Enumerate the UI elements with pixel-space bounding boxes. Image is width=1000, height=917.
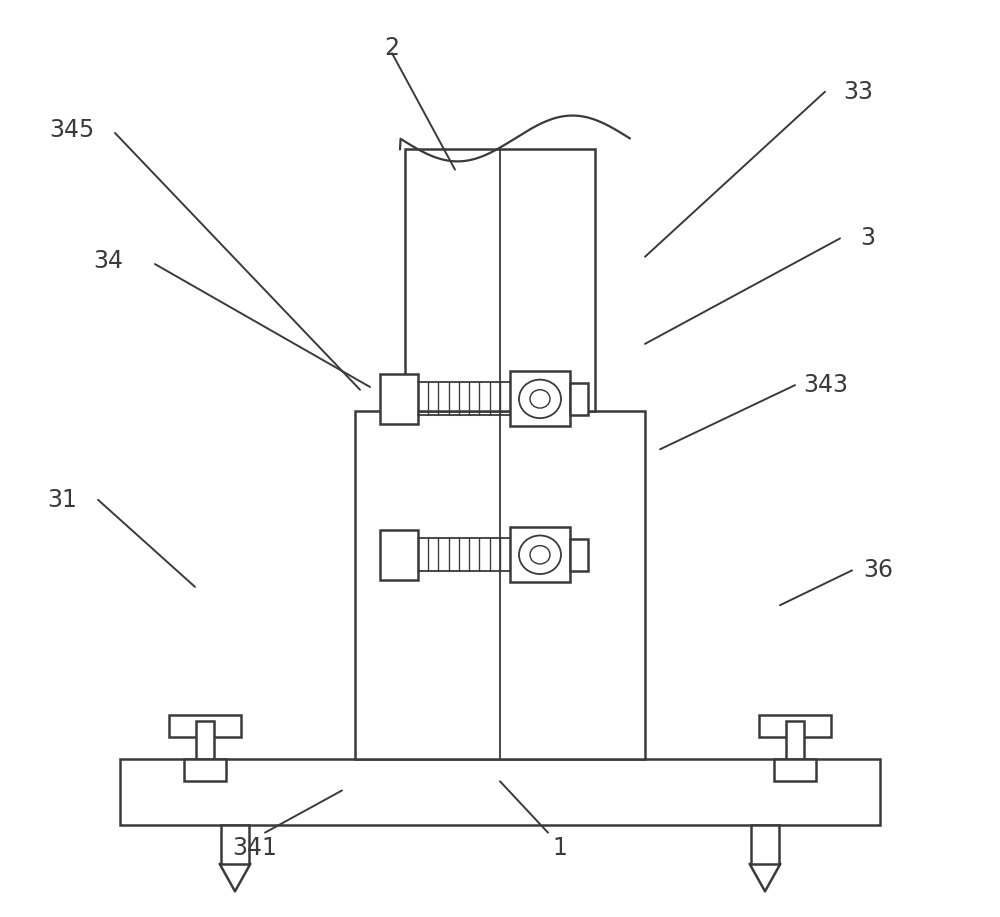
Bar [570, 539, 588, 570]
Text: 31: 31 [47, 488, 77, 512]
Bar [405, 149, 595, 411]
Text: 33: 33 [843, 80, 873, 104]
Text: 36: 36 [863, 558, 893, 582]
Bar [510, 371, 570, 426]
Bar [184, 759, 226, 781]
Bar [759, 715, 831, 737]
Text: 345: 345 [49, 118, 95, 142]
Text: 34: 34 [93, 249, 123, 273]
Circle shape [530, 546, 550, 564]
Circle shape [519, 536, 561, 574]
Bar [169, 715, 241, 737]
Text: 2: 2 [384, 36, 400, 60]
Bar [510, 527, 570, 582]
Text: 343: 343 [804, 373, 848, 397]
Bar [221, 825, 249, 864]
Bar [774, 759, 816, 781]
Bar [196, 721, 214, 759]
Bar [120, 759, 880, 825]
Bar [570, 383, 588, 414]
Text: 1: 1 [553, 836, 567, 860]
Bar [355, 411, 645, 759]
Circle shape [519, 380, 561, 418]
Bar [786, 721, 804, 759]
Circle shape [530, 390, 550, 408]
Text: 3: 3 [860, 226, 876, 250]
Bar [380, 374, 418, 424]
Bar [751, 825, 779, 864]
Bar [380, 530, 418, 580]
Text: 341: 341 [233, 836, 277, 860]
